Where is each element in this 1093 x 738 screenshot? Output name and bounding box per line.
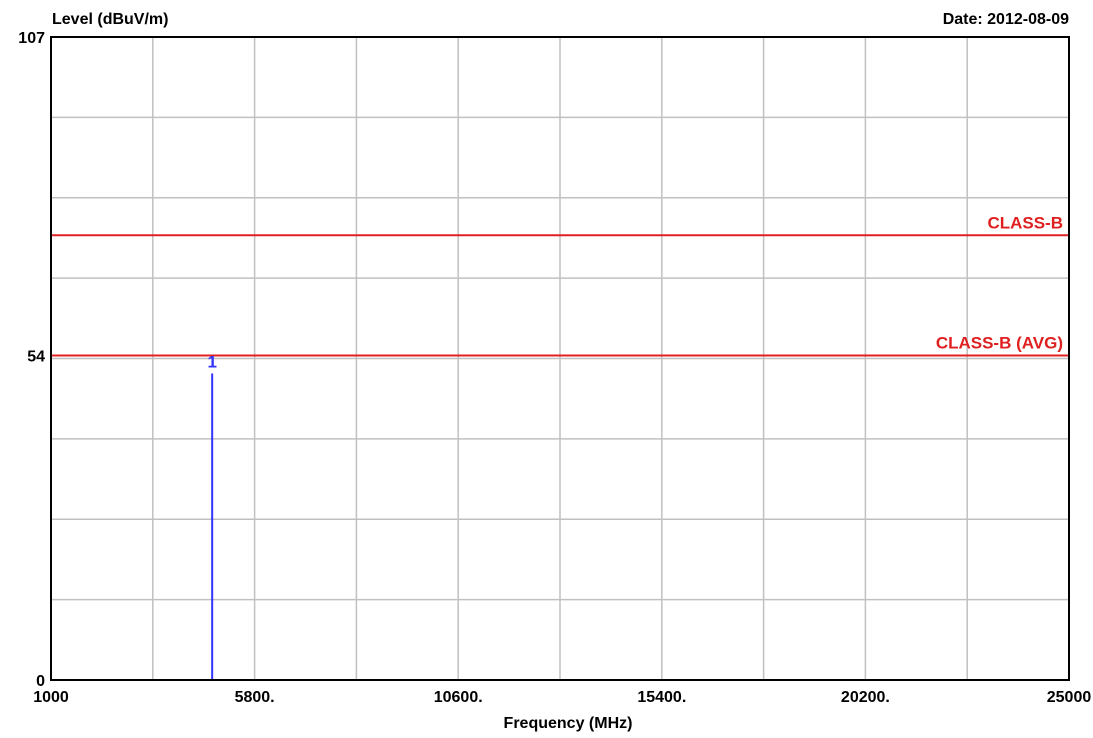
limit-line-label: CLASS-B [987, 213, 1063, 232]
x-tick-label: 5800. [235, 689, 275, 706]
x-tick-label: 20200. [841, 689, 890, 706]
y-tick-label: 54 [27, 348, 45, 365]
y-tick-label: 107 [18, 30, 45, 47]
y-axis-label: Level (dBuV/m) [52, 11, 168, 28]
grid-lines [51, 37, 1069, 680]
markers: 1 [207, 353, 217, 680]
y-tick-label: 0 [36, 673, 45, 690]
plot-frame [50, 36, 1070, 681]
limit-line-label: CLASS-B (AVG) [936, 333, 1063, 352]
x-tick-label: 1000 [33, 689, 69, 706]
marker-label: 1 [207, 353, 216, 372]
tick-labels: 1000 5800. 10600. 15400. 20200. 25000 0 54 107 [18, 30, 1091, 706]
x-tick-label: 15400. [637, 689, 686, 706]
x-tick-label: 25000 [1047, 689, 1092, 706]
x-axis-label: Frequency (MHz) [504, 715, 633, 732]
x-tick-label: 10600. [434, 689, 483, 706]
date-label: Date: 2012-08-09 [943, 11, 1069, 28]
limit-lines: CLASS-B CLASS-B (AVG) [51, 213, 1069, 357]
